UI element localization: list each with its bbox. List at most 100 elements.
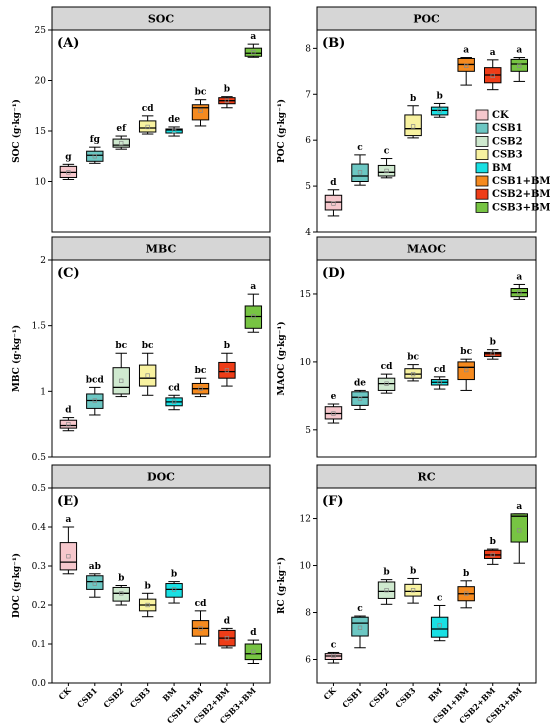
- panel-title: RC: [418, 471, 436, 484]
- significance-letter: ab: [89, 562, 101, 572]
- y-tick-label: 2: [40, 256, 46, 266]
- y-tick-label: 0.4: [32, 523, 47, 533]
- box-ck: e: [324, 392, 343, 424]
- box-ck: a: [59, 515, 78, 575]
- legend-swatch: [475, 109, 489, 121]
- box-csb2: ef: [112, 124, 130, 150]
- legend-swatch: [475, 162, 489, 174]
- mean-marker: [251, 50, 256, 55]
- box-iqr: [138, 120, 157, 133]
- mean-marker: [517, 528, 522, 533]
- panel-label: (B): [322, 36, 345, 51]
- significance-letter: b: [383, 568, 389, 578]
- y-tick-label: 0.0: [32, 679, 47, 689]
- significance-letter: bcd: [86, 375, 105, 385]
- mean-marker: [171, 128, 177, 134]
- y-tick-label: 10: [300, 562, 312, 572]
- panel-label: (C): [57, 266, 80, 281]
- legend-entry: CSB3: [492, 150, 523, 161]
- box-bm: cd: [430, 365, 449, 390]
- box-csb2: c: [377, 147, 396, 179]
- significance-letter: b: [490, 537, 496, 547]
- x-tick-label: CSB3: [393, 685, 418, 710]
- box-ck: d: [324, 178, 343, 217]
- panel-title: DOC: [147, 471, 175, 484]
- box-csb3: bc: [138, 341, 157, 396]
- y-tick-label: 8: [305, 609, 311, 619]
- legend-entry: CSB2+BM: [492, 189, 550, 200]
- box-iqr: [457, 361, 475, 381]
- box-bm: b: [165, 570, 183, 604]
- y-tick-label: 10: [35, 178, 47, 188]
- box-iqr: [404, 583, 422, 597]
- box-bm: b: [430, 91, 449, 118]
- box-iqr: [404, 114, 422, 137]
- plot-area: [51, 29, 271, 233]
- significance-letter: fg: [90, 135, 101, 145]
- panel-title: POC: [413, 13, 440, 26]
- significance-letter: b: [224, 85, 230, 95]
- legend-swatch: [475, 135, 489, 147]
- x-tick-label: CK: [56, 685, 73, 702]
- box-bm: cd: [165, 383, 183, 411]
- box-iqr: [351, 163, 369, 183]
- box-iqr: [59, 542, 78, 571]
- y-tick-label: 10: [300, 358, 312, 368]
- panel-label: (A): [57, 36, 79, 51]
- box-csb3-bm: d: [244, 628, 263, 664]
- mean-marker: [410, 588, 416, 593]
- panel-soc: SOC (A) 10 15 20 25 SOC (g·kg⁻¹) g fg ef cd de bc b a: [11, 6, 271, 233]
- box-iqr: [324, 406, 343, 420]
- significance-letter: b: [118, 574, 124, 584]
- y-axis-label: POC (g·kg⁻¹): [276, 99, 287, 163]
- box-csb3: cd: [138, 104, 157, 135]
- y-tick-label: 20: [35, 77, 47, 87]
- significance-letter: a: [65, 515, 71, 525]
- significance-letter: b: [224, 341, 230, 351]
- box-iqr: [218, 361, 236, 379]
- significance-letter: bc: [195, 366, 207, 376]
- mean-marker: [357, 625, 363, 630]
- legend-swatch: [475, 201, 489, 213]
- significance-letter: bc: [115, 341, 127, 351]
- significance-letter: c: [357, 604, 363, 614]
- mean-marker: [437, 380, 442, 385]
- legend: CK CSB1 CSB2 CSB3 BM CSB1+BM CSB2+BM CSB3+BM: [475, 109, 550, 213]
- mean-marker: [357, 396, 363, 401]
- box-csb1-bm: bc: [191, 88, 210, 127]
- box-iqr: [510, 58, 529, 72]
- box-ck: g: [59, 152, 78, 180]
- y-tick-label: 15: [300, 290, 312, 300]
- legend-entry: CSB1: [492, 123, 523, 134]
- y-tick-label: 15: [35, 127, 47, 137]
- y-axis-label: MAOC (g·kg⁻¹): [276, 321, 287, 395]
- y-tick-label: 5: [305, 182, 311, 192]
- significance-letter: cd: [381, 362, 393, 372]
- y-tick-label: 1.5: [32, 322, 47, 332]
- box-iqr: [112, 586, 130, 602]
- y-tick-label: 4: [305, 228, 311, 238]
- x-tick-label: CK: [321, 685, 338, 702]
- panel-doc: DOC (E) 0.0 0.1 0.2 0.3 0.4 0.5 DOC (g·kg⁻¹) a ab b…: [11, 464, 271, 723]
- y-axis-label: RC (g·kg⁻¹): [276, 557, 287, 614]
- box-csb1: c: [351, 604, 369, 649]
- mean-marker: [145, 373, 150, 378]
- box-csb3-bm: a: [510, 272, 529, 300]
- legend-entry: CSB1+BM: [492, 176, 550, 187]
- significance-letter: de: [354, 378, 366, 388]
- x-tick-label: CSB2: [367, 685, 391, 709]
- box-iqr: [86, 393, 104, 409]
- mean-marker: [198, 108, 203, 113]
- mean-marker: [437, 623, 442, 628]
- mean-marker: [171, 399, 177, 404]
- significance-letter: a: [490, 48, 496, 58]
- panel-title: MAOC: [407, 243, 446, 256]
- significance-letter: g: [65, 152, 72, 162]
- significance-letter: a: [250, 282, 256, 292]
- mean-marker: [517, 290, 522, 295]
- y-tick-label: 8: [305, 44, 311, 54]
- mean-marker: [198, 386, 203, 391]
- y-tick-label: 0.5: [32, 453, 47, 463]
- mean-marker: [251, 649, 256, 654]
- x-tick-label: BM: [426, 685, 444, 703]
